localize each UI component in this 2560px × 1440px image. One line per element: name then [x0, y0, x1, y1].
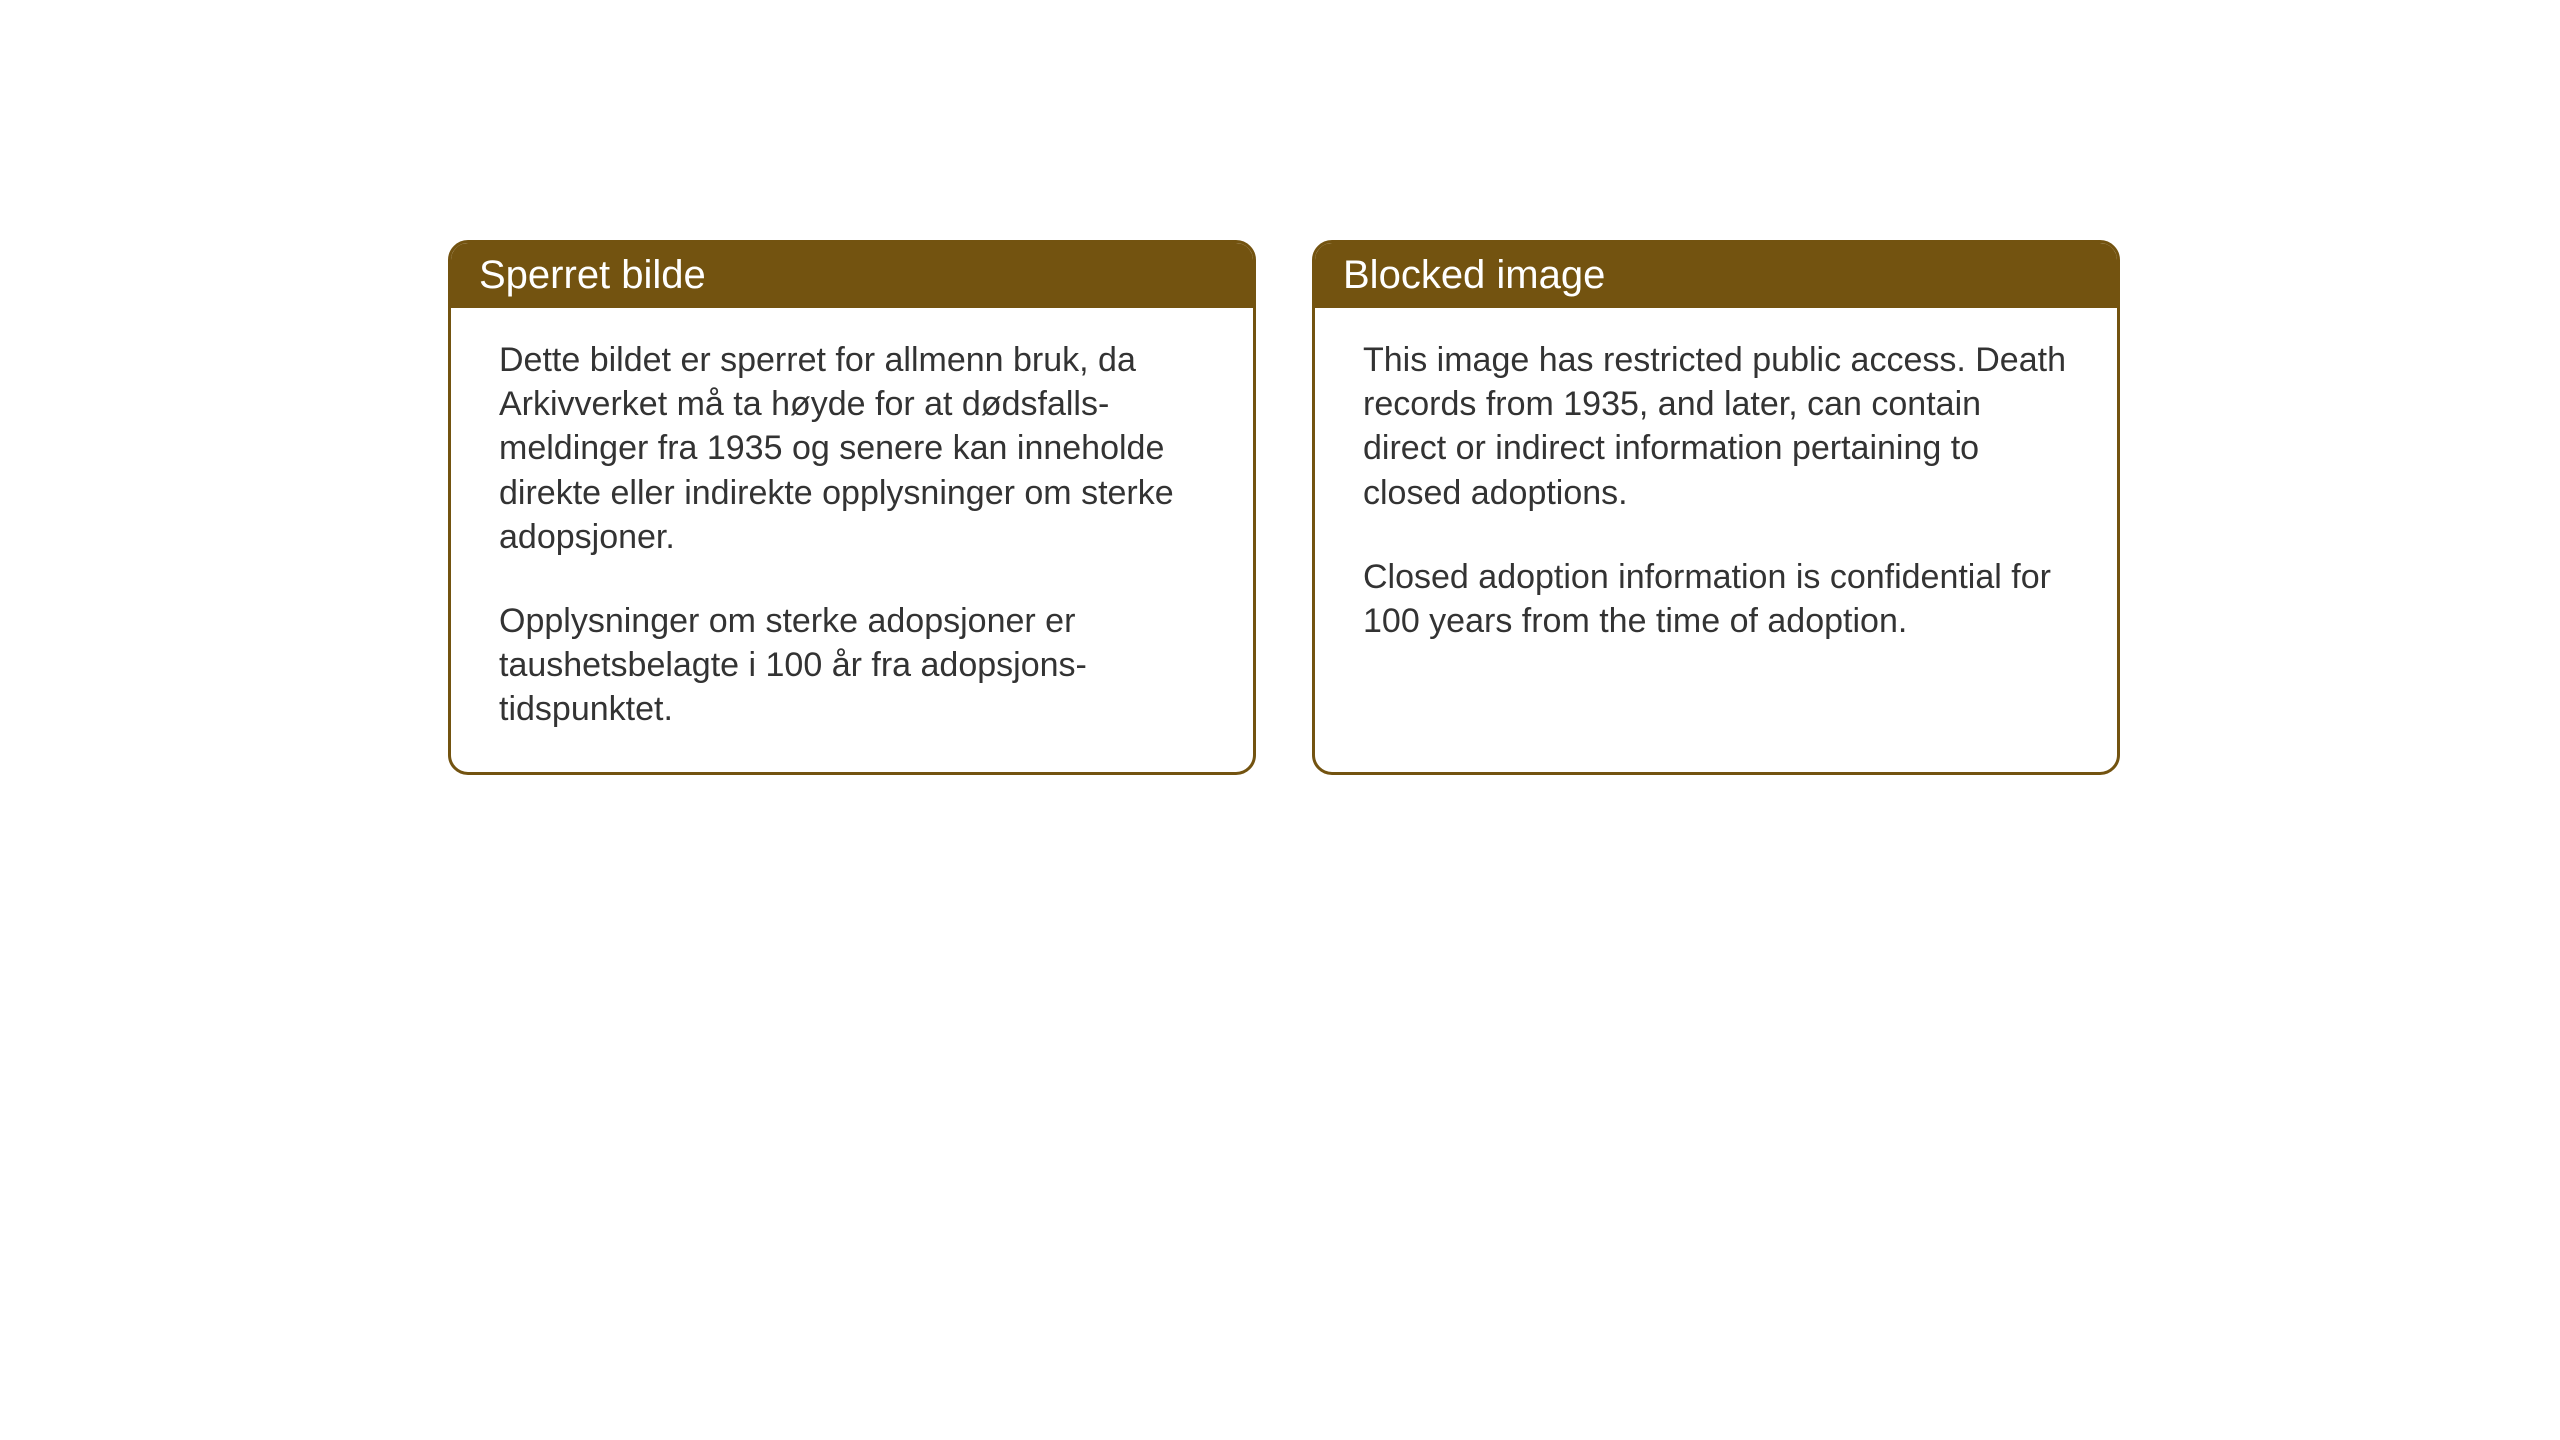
notice-paragraph: Dette bildet er sperret for allmenn bruk…	[499, 338, 1205, 559]
notice-paragraph: Opplysninger om sterke adopsjoner er tau…	[499, 599, 1205, 732]
notice-header-norwegian: Sperret bilde	[451, 243, 1253, 308]
notice-title: Blocked image	[1343, 253, 1605, 297]
notice-box-norwegian: Sperret bilde Dette bildet er sperret fo…	[448, 240, 1256, 775]
notice-header-english: Blocked image	[1315, 243, 2117, 308]
notice-body-english: This image has restricted public access.…	[1315, 308, 2117, 683]
notice-paragraph: This image has restricted public access.…	[1363, 338, 2069, 515]
notice-body-norwegian: Dette bildet er sperret for allmenn bruk…	[451, 308, 1253, 772]
notice-paragraph: Closed adoption information is confident…	[1363, 555, 2069, 643]
notice-container: Sperret bilde Dette bildet er sperret fo…	[448, 240, 2120, 775]
notice-box-english: Blocked image This image has restricted …	[1312, 240, 2120, 775]
notice-title: Sperret bilde	[479, 253, 706, 297]
